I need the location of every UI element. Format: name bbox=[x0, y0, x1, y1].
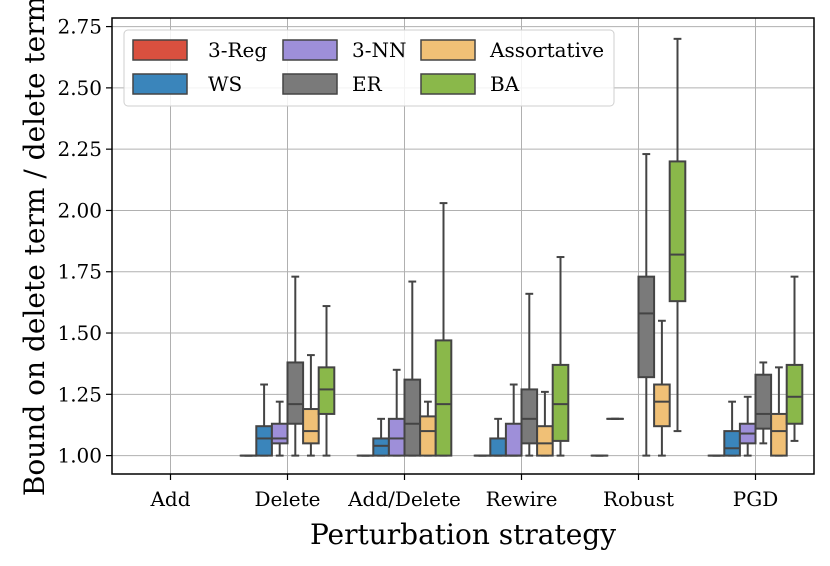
y-tick-label: 2.75 bbox=[57, 15, 102, 39]
legend-item: 3-NN bbox=[282, 38, 406, 62]
legend-swatch bbox=[132, 73, 188, 95]
box-layer bbox=[239, 37, 804, 457]
box-er bbox=[754, 361, 773, 445]
box-ba bbox=[317, 305, 336, 457]
x-tick-label: Rewire bbox=[486, 487, 558, 511]
legend-frame bbox=[123, 29, 615, 107]
box-body bbox=[754, 373, 773, 430]
box-er bbox=[637, 153, 656, 457]
box-er bbox=[403, 280, 422, 457]
x-tick-label: PGD bbox=[733, 487, 778, 511]
box-ws bbox=[489, 417, 507, 457]
box-body bbox=[785, 363, 804, 425]
box-3-nn bbox=[270, 400, 289, 457]
legend-swatch bbox=[420, 39, 476, 61]
box-body bbox=[434, 339, 453, 457]
legend-item: BA bbox=[420, 72, 520, 96]
legend-label: BA bbox=[490, 72, 520, 96]
box-ba bbox=[668, 37, 687, 433]
box-body bbox=[302, 408, 320, 445]
box-3-nn bbox=[387, 368, 406, 457]
legend-label: ER bbox=[352, 72, 383, 96]
box-body bbox=[668, 160, 687, 303]
tick-layer: 1.00 1.25 1.50 1.75 2.00 2.25 2.50 2.75 Add Delet… bbox=[57, 15, 778, 511]
x-tick-label: Add/Delete bbox=[347, 487, 461, 511]
box-body bbox=[372, 437, 390, 457]
box-er bbox=[520, 292, 539, 457]
legend-label: 3-Reg bbox=[208, 38, 267, 62]
box-body bbox=[419, 415, 437, 457]
box-assortative bbox=[653, 319, 671, 457]
plot-frame bbox=[111, 17, 815, 475]
legend: 3-Reg WS 3-NN ER Assortative BA bbox=[123, 29, 615, 107]
box-ba bbox=[551, 256, 570, 457]
legend-item: Assortative bbox=[420, 38, 604, 62]
y-tick-label: 1.25 bbox=[57, 382, 102, 406]
y-tick-label: 1.00 bbox=[57, 444, 102, 468]
legend-swatch bbox=[420, 73, 476, 95]
box-body bbox=[317, 366, 336, 415]
y-tick-label: 2.00 bbox=[57, 198, 102, 222]
x-axis-label: Perturbation strategy bbox=[310, 518, 616, 551]
legend-item: 3-Reg bbox=[132, 38, 267, 62]
box-body bbox=[653, 383, 671, 428]
y-axis-label: Bound on delete term / delete term bbox=[18, 0, 51, 496]
x-tick-label: Delete bbox=[255, 487, 321, 511]
box-body bbox=[489, 437, 507, 457]
y-tick-label: 1.75 bbox=[57, 260, 102, 284]
box-assortative bbox=[770, 366, 788, 457]
legend-label: Assortative bbox=[489, 38, 604, 62]
box-ba bbox=[785, 275, 804, 442]
box-ba bbox=[434, 202, 453, 457]
box-body bbox=[286, 361, 305, 425]
x-tick-label: Robust bbox=[603, 487, 674, 511]
box-body bbox=[504, 422, 523, 457]
box-body bbox=[255, 425, 273, 457]
legend-label: 3-NN bbox=[352, 38, 406, 62]
legend-item: ER bbox=[282, 72, 383, 96]
box-assortative bbox=[302, 354, 320, 457]
box-body bbox=[520, 388, 539, 445]
y-tick-label: 2.50 bbox=[57, 76, 102, 100]
legend-swatch bbox=[282, 39, 338, 61]
box-assortative bbox=[419, 400, 437, 457]
box-3-nn bbox=[738, 395, 757, 457]
legend-swatch bbox=[132, 39, 188, 61]
box-3-nn bbox=[504, 383, 523, 457]
box-ws bbox=[723, 400, 741, 457]
legend-item: WS bbox=[132, 72, 242, 96]
box-body bbox=[770, 412, 788, 457]
box-body bbox=[536, 425, 554, 457]
legend-swatch bbox=[282, 73, 338, 95]
box-body bbox=[270, 422, 289, 445]
box-ws bbox=[372, 417, 390, 457]
box-ws bbox=[255, 383, 273, 457]
box-assortative bbox=[536, 390, 554, 457]
y-tick-label: 2.25 bbox=[57, 137, 102, 161]
box-body bbox=[551, 363, 570, 442]
y-tick-label: 1.50 bbox=[57, 321, 102, 345]
box-body bbox=[637, 275, 656, 379]
box-body bbox=[403, 378, 422, 457]
x-tick-label: Add bbox=[149, 487, 190, 511]
box-body bbox=[723, 430, 741, 457]
box-body bbox=[387, 417, 406, 457]
legend-label: WS bbox=[208, 72, 242, 96]
box-er bbox=[286, 275, 305, 457]
